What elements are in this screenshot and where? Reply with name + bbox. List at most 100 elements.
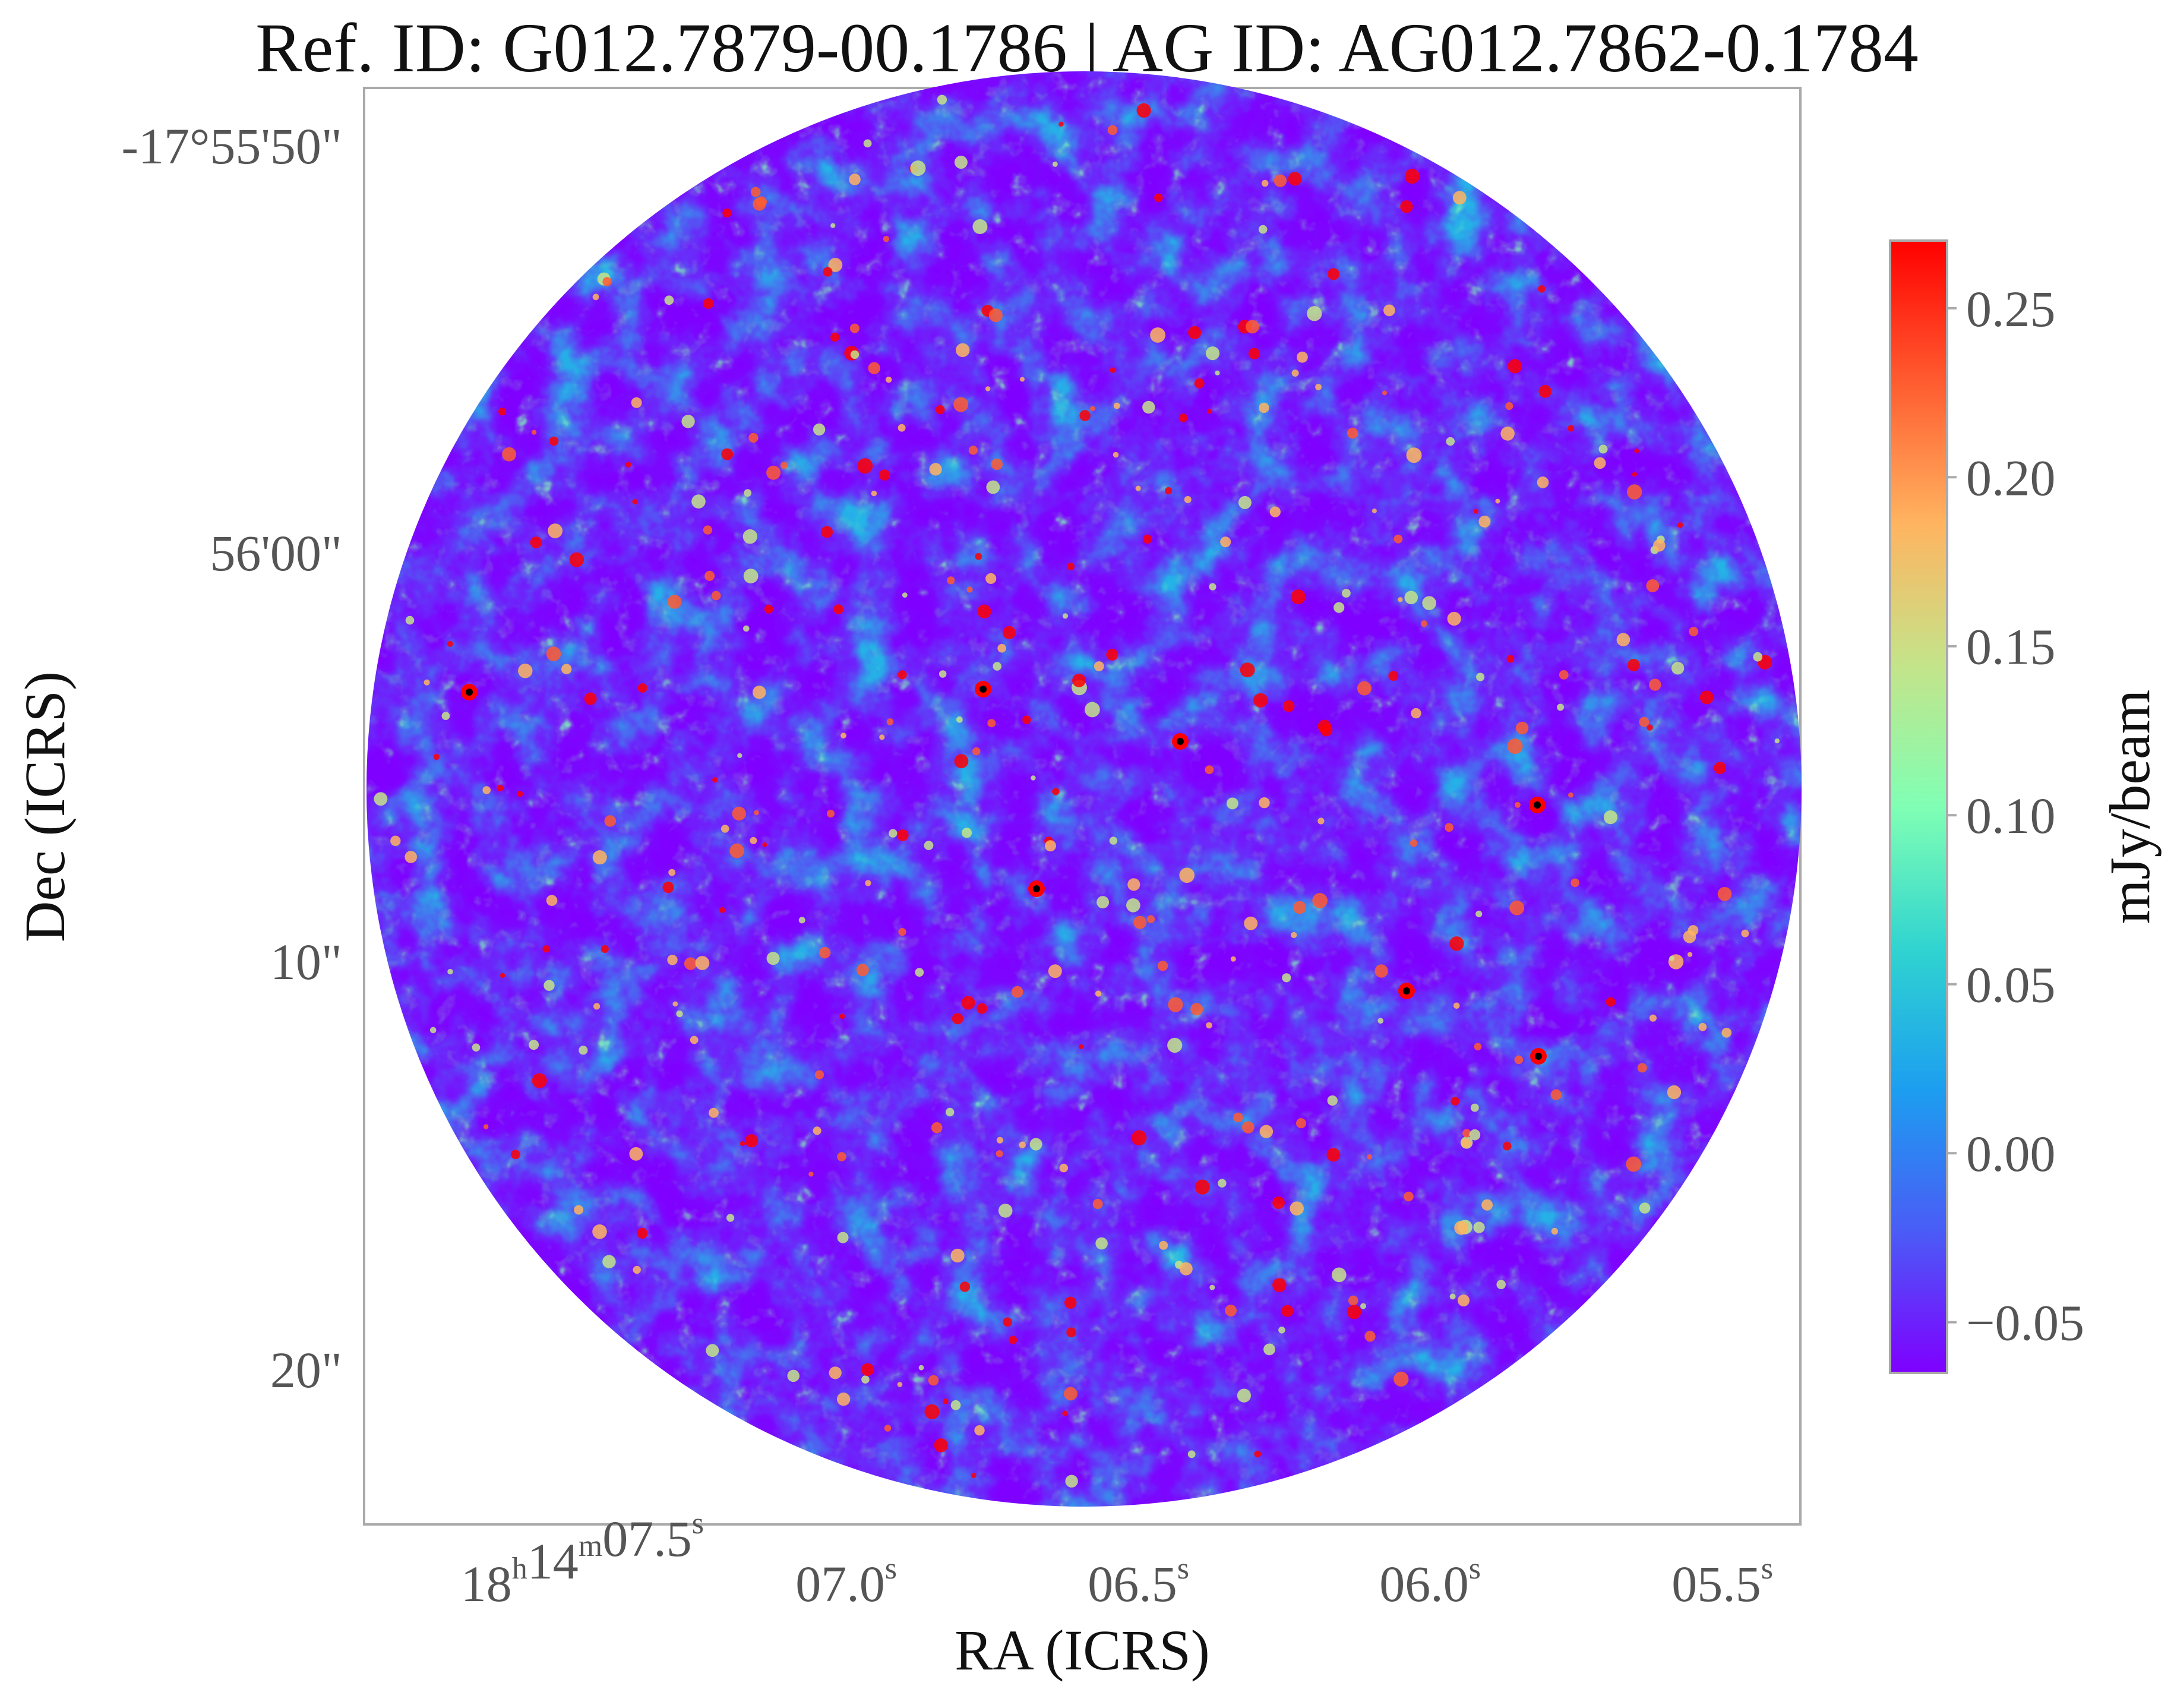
- hotspot: [502, 447, 517, 462]
- hotspot: [629, 1147, 643, 1161]
- hotspot: [1364, 1331, 1376, 1342]
- hotspot: [664, 295, 674, 305]
- hotspot: [602, 1255, 616, 1268]
- hotspot: [975, 553, 982, 560]
- hotspot: [732, 806, 746, 821]
- hotspot: [1052, 161, 1058, 167]
- hotspot: [886, 718, 894, 725]
- hotspot: [1538, 285, 1546, 293]
- hotspot: [856, 964, 869, 977]
- hotspot: [996, 1150, 1003, 1157]
- hotspot: [1291, 370, 1299, 377]
- y-tick-label: 10": [270, 933, 342, 990]
- hotspot: [1634, 449, 1639, 454]
- hotspot: [898, 670, 907, 680]
- hotspot: [668, 869, 676, 876]
- hotspot: [1327, 1095, 1338, 1106]
- hotspot: [1462, 1129, 1471, 1138]
- hotspot: [511, 1150, 520, 1160]
- hotspot: [929, 463, 942, 476]
- hotspot: [1347, 427, 1358, 439]
- hotspot: [1551, 1227, 1558, 1235]
- hotspot: [711, 591, 721, 601]
- hotspot: [946, 1107, 955, 1117]
- hotspot: [1109, 836, 1118, 845]
- x-tick-part: 18: [461, 1555, 512, 1612]
- hotspot: [950, 1248, 965, 1263]
- x-tick-part: 06.5: [1088, 1555, 1177, 1612]
- hotspot: [631, 397, 642, 408]
- hotspot: [1317, 817, 1325, 825]
- hotspot: [1568, 792, 1573, 798]
- hotspot: [1209, 583, 1216, 591]
- hotspot: [1206, 409, 1212, 414]
- hotspot: [1291, 932, 1297, 939]
- hotspot: [1470, 1103, 1479, 1112]
- y-tick-label: 56'00": [210, 525, 342, 582]
- hotspot: [405, 851, 417, 863]
- hotspot: [1639, 1202, 1651, 1214]
- hotspot: [814, 1070, 824, 1079]
- hotspot: [1411, 708, 1421, 719]
- hotspot: [1227, 797, 1238, 810]
- hotspot: [1509, 900, 1525, 915]
- hotspot: [1347, 1305, 1361, 1319]
- hotspot: [1064, 1387, 1077, 1401]
- hotspot: [836, 1393, 851, 1406]
- y-axis-label: Dec (ICRS): [13, 671, 77, 942]
- hotspot: [950, 1400, 961, 1410]
- hotspot-core: [1535, 1053, 1542, 1060]
- hotspot: [1291, 589, 1306, 604]
- hotspot: [1598, 444, 1608, 454]
- hotspot: [766, 952, 780, 965]
- hotspot: [740, 1141, 745, 1147]
- hotspot: [1382, 390, 1387, 396]
- hotspot: [1420, 620, 1427, 627]
- hotspot: [745, 1134, 759, 1148]
- hotspot: [424, 679, 430, 686]
- hotspot: [544, 980, 555, 992]
- hotspot: [1502, 1141, 1512, 1151]
- hotspot: [1133, 915, 1147, 929]
- hotspot: [472, 1043, 481, 1052]
- hotspot: [750, 187, 761, 197]
- hotspot: [830, 223, 836, 228]
- hotspot: [721, 825, 729, 833]
- hotspot: [879, 469, 890, 481]
- hotspot: [1507, 738, 1523, 754]
- hotspot: [1194, 378, 1205, 389]
- hotspot: [1445, 823, 1453, 832]
- hotspot: [1282, 973, 1291, 983]
- hotspot: [1404, 1191, 1414, 1202]
- hotspot: [574, 1205, 584, 1215]
- hotspot: [830, 332, 840, 342]
- hotspot: [662, 882, 674, 894]
- hotspot: [1383, 304, 1395, 317]
- hotspot: [1258, 225, 1268, 234]
- hotspot: [592, 850, 607, 865]
- hotspot: [1154, 193, 1163, 203]
- hotspot: [1741, 929, 1749, 937]
- hotspot-core: [979, 686, 987, 693]
- hotspot: [704, 570, 715, 581]
- hotspot: [1238, 495, 1252, 509]
- hotspot: [1045, 840, 1056, 852]
- hotspot: [592, 293, 599, 301]
- hotspot: [1627, 658, 1640, 671]
- hotspot: [1698, 1022, 1707, 1031]
- plot-area: [363, 71, 1802, 1526]
- hotspot: [1469, 1129, 1481, 1141]
- hotspot: [813, 423, 826, 436]
- hotspot: [1474, 1043, 1482, 1051]
- colorbar-tick-label: 0.00: [1966, 1125, 2056, 1182]
- hotspot: [861, 1375, 870, 1384]
- hotspot: [632, 498, 638, 505]
- hotspot: [742, 529, 758, 544]
- hotspot: [1187, 1450, 1196, 1458]
- hotspot: [991, 458, 1003, 471]
- hotspot: [1481, 1199, 1493, 1211]
- hotspot: [532, 1073, 547, 1088]
- hotspot: [1506, 655, 1515, 663]
- hotspot: [1067, 563, 1075, 570]
